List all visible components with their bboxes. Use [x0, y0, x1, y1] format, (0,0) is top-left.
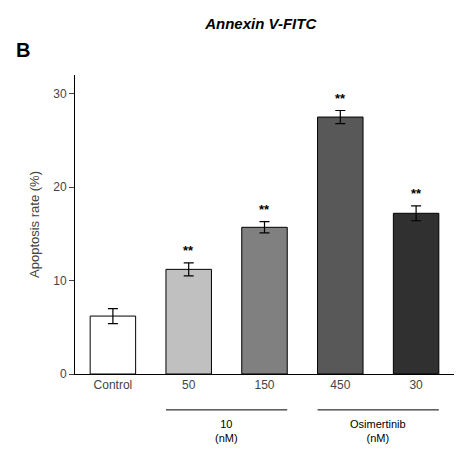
svg-text:**: **: [411, 186, 422, 201]
svg-text:Apoptosis rate (%): Apoptosis rate (%): [27, 171, 42, 278]
svg-text:20: 20: [53, 180, 67, 194]
svg-text:0: 0: [60, 367, 67, 381]
svg-text:B: B: [16, 39, 30, 61]
svg-text:**: **: [259, 202, 270, 217]
svg-text:30: 30: [53, 87, 67, 101]
svg-text:30: 30: [409, 378, 423, 392]
svg-text:**: **: [183, 243, 194, 258]
svg-text:450: 450: [330, 378, 350, 392]
svg-text:10: 10: [53, 274, 67, 288]
svg-text:50: 50: [182, 378, 196, 392]
svg-text:10(nM): 10(nM): [215, 418, 238, 444]
svg-text:**: **: [335, 91, 346, 106]
svg-text:Annexin V-FITC: Annexin V-FITC: [204, 15, 317, 32]
svg-text:Control: Control: [94, 378, 133, 392]
svg-text:150: 150: [254, 378, 274, 392]
svg-text:Osimertinib(nM): Osimertinib(nM): [350, 418, 406, 444]
